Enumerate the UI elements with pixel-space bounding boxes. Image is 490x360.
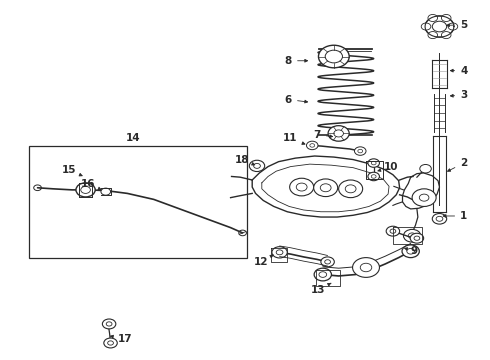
Circle shape [432, 213, 447, 224]
Circle shape [368, 172, 379, 181]
Circle shape [386, 226, 400, 236]
Circle shape [354, 147, 366, 155]
Text: 5: 5 [446, 20, 467, 30]
Text: 7: 7 [314, 130, 333, 140]
Circle shape [428, 14, 438, 22]
Text: 18: 18 [234, 154, 255, 165]
Circle shape [421, 23, 431, 30]
Text: 3: 3 [450, 90, 467, 100]
Circle shape [410, 233, 424, 243]
Circle shape [420, 165, 431, 173]
Circle shape [328, 126, 349, 141]
Text: 9: 9 [405, 246, 418, 256]
Text: 2: 2 [447, 158, 467, 171]
Circle shape [76, 183, 95, 197]
Text: 10: 10 [378, 162, 399, 172]
Circle shape [249, 160, 265, 171]
Text: 17: 17 [111, 334, 132, 344]
Circle shape [314, 268, 331, 281]
Text: 12: 12 [253, 255, 273, 267]
Circle shape [428, 32, 438, 39]
Circle shape [353, 258, 379, 277]
Circle shape [412, 189, 436, 207]
Text: 6: 6 [285, 95, 308, 104]
Circle shape [306, 141, 318, 150]
Text: 13: 13 [311, 283, 331, 295]
Circle shape [339, 180, 363, 198]
Text: 4: 4 [450, 66, 467, 76]
Circle shape [318, 45, 349, 68]
Circle shape [104, 338, 117, 348]
Circle shape [314, 179, 338, 197]
Circle shape [101, 188, 111, 195]
Circle shape [402, 245, 419, 258]
Text: 8: 8 [285, 56, 308, 66]
Circle shape [441, 14, 451, 22]
Circle shape [368, 159, 379, 167]
Circle shape [321, 257, 334, 267]
Circle shape [290, 178, 314, 196]
Circle shape [448, 23, 458, 30]
Text: 11: 11 [282, 133, 305, 144]
Text: 15: 15 [61, 165, 82, 176]
Text: 14: 14 [126, 133, 141, 143]
Circle shape [272, 247, 287, 258]
Circle shape [441, 32, 451, 39]
Circle shape [425, 16, 454, 37]
Text: 1: 1 [443, 211, 467, 221]
Circle shape [403, 229, 421, 242]
Bar [29, 147, 247, 258]
Text: 16: 16 [81, 179, 101, 190]
Circle shape [102, 319, 116, 329]
